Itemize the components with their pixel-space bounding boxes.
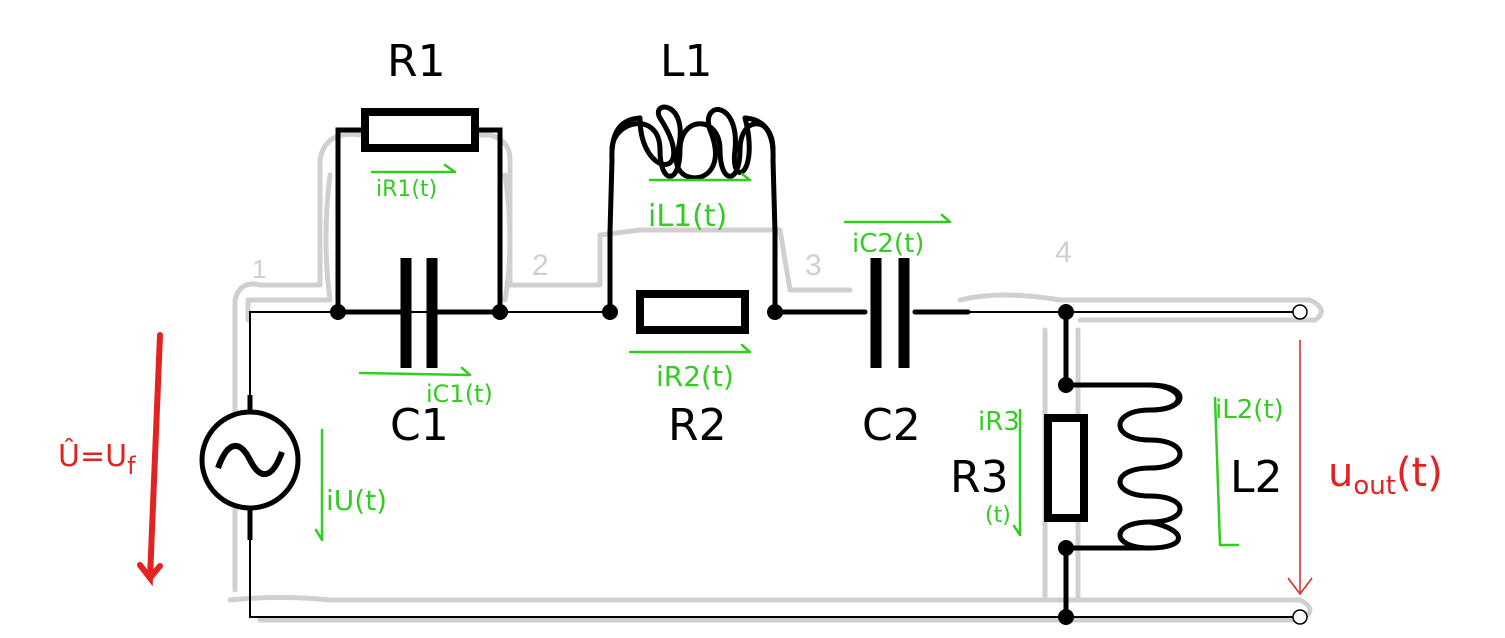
current-iR3-top: iR3 [978,407,1020,437]
resistor-R2 [636,290,749,334]
label-C1: C1 [390,400,449,451]
voltage-annotations: Û=Uf uout(t) [58,332,1443,596]
current-iL1: iL1(t) [648,199,727,234]
output-voltage-main: u [1328,450,1353,496]
inductor-L1 [609,104,776,181]
resistor-R1 [361,108,479,152]
label-R1: R1 [387,36,446,87]
node-number-1: 1 [252,254,266,284]
wires [249,115,1295,620]
current-annotations: iR1(t) iL1(t) iC2(t) iC1(t) iR2(t) iU(t)… [314,163,1284,547]
node-numbers: 1 2 3 4 [252,236,1072,284]
current-iR2: iR2(t) [656,360,734,393]
current-iR1: iR1(t) [376,177,437,202]
current-iC2: iC2(t) [852,229,924,259]
label-R2: R2 [668,400,727,451]
current-iU: iU(t) [326,484,387,517]
capacitor-C1 [400,258,438,368]
label-L1: L1 [660,36,713,87]
source-voltage-main: Û=U [58,437,127,474]
resistor-R3 [1044,414,1088,522]
source-voltage-label: Û=Uf [58,437,136,480]
output-voltage-label: uout(t) [1328,450,1443,501]
node-number-2: 2 [532,249,549,282]
label-R3: R3 [950,452,1009,503]
label-C2: C2 [862,400,921,451]
current-iR3-bottom: (t) [985,503,1011,528]
output-terminal-bottom [1292,609,1308,625]
inductor-L2 [1117,382,1183,551]
source-voltage-sub: f [127,452,136,480]
output-voltage-suffix: (t) [1396,450,1443,496]
ac-voltage-source [199,395,301,540]
current-iC1: iC1(t) [426,380,493,408]
output-voltage-sub: out [1353,471,1396,501]
component-labels: R1 L1 C1 R2 C2 R3 L2 [387,36,1283,503]
node-number-3: 3 [805,249,822,282]
node-number-4: 4 [1055,236,1072,269]
junction-nodes [330,304,1308,625]
capacitor-C2 [870,258,910,368]
output-terminal-top [1292,304,1308,320]
current-iL2: iL2(t) [1215,395,1284,425]
label-L2: L2 [1230,452,1283,503]
